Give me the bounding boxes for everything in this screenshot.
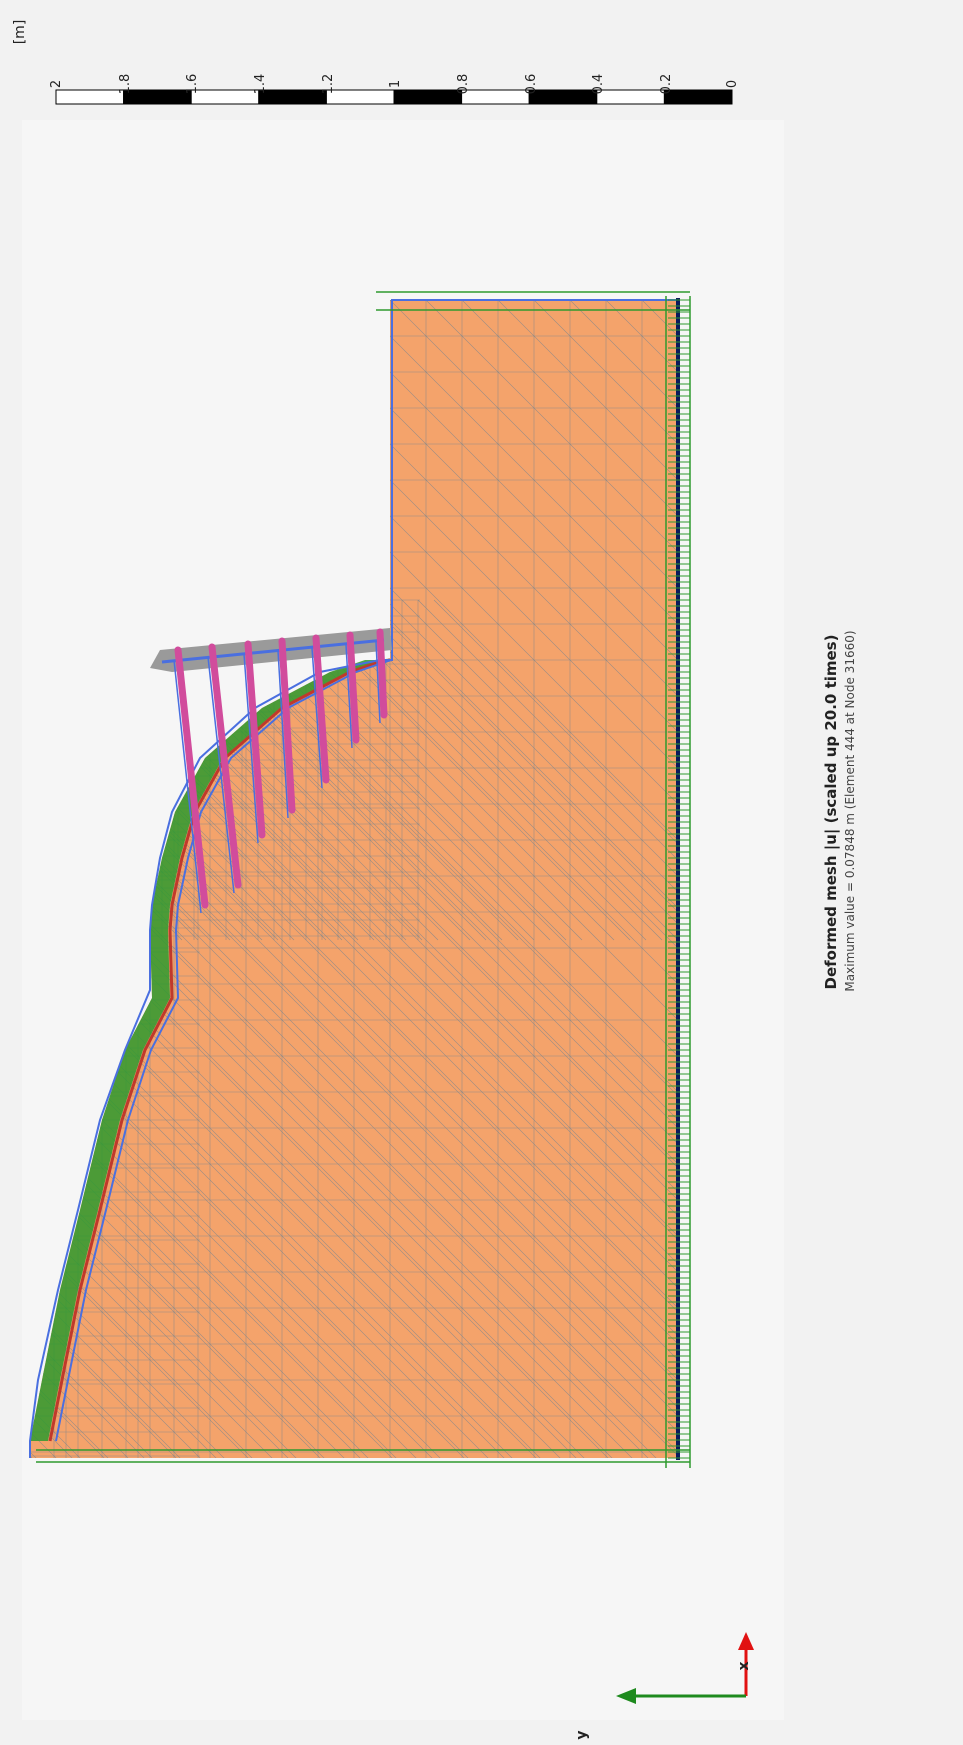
anchor-outline (173, 659, 202, 914)
scale-tick-label: 0.8 (456, 73, 471, 95)
scale-tick-label: 2 (49, 79, 64, 89)
axis-label-x: x (736, 1661, 752, 1671)
soil-anchor (244, 640, 266, 839)
scale-tick-label: 1 (388, 79, 403, 89)
y-axis-arrowhead (616, 1688, 636, 1704)
soil-anchor (376, 628, 388, 719)
bottom-boundary (665, 296, 691, 1468)
scale-tick-label: 0.6 (524, 73, 539, 95)
soil-anchor (208, 643, 242, 889)
soil-anchor (278, 637, 296, 814)
soil-anchor (174, 646, 209, 909)
anchor-outline (277, 650, 289, 819)
scale-bar (55, 89, 733, 105)
scale-tick-label: 1.8 (118, 73, 133, 95)
soil-cluster (30, 300, 680, 1458)
scale-tick-label: 0.2 (659, 73, 674, 95)
anchor-outline (311, 647, 323, 789)
soil-anchor (312, 634, 330, 784)
anchor-outline (375, 641, 381, 724)
anchor-outline (207, 656, 235, 894)
scale-tick-label: 0.4 (591, 73, 606, 95)
anchor-outline (243, 653, 259, 844)
plot-subtitle: Maximum value = 0.07848 m (Element 444 a… (843, 630, 857, 992)
axis-label-y: y (574, 1730, 590, 1740)
scale-tick-label: 1.4 (253, 73, 268, 95)
anchor-outline (345, 644, 353, 749)
scale-tick-label: 1.6 (185, 73, 200, 95)
x-axis-arrowhead (738, 1632, 754, 1650)
inner-outline (55, 659, 392, 1442)
scale-tick-label: 1.2 (321, 73, 336, 95)
fixity-ticks (668, 299, 690, 1459)
lining-layer (48, 658, 386, 1442)
axes-triad (616, 1632, 754, 1704)
anchors (173, 628, 388, 914)
plot-title: Deformed mesh |u| (scaled up 20.0 times) (822, 634, 840, 990)
unit-label: [m] (12, 19, 28, 45)
scale-bar-segment (663, 89, 733, 105)
soil-anchor (346, 631, 360, 744)
scale-tick-label: 0 (725, 79, 740, 89)
